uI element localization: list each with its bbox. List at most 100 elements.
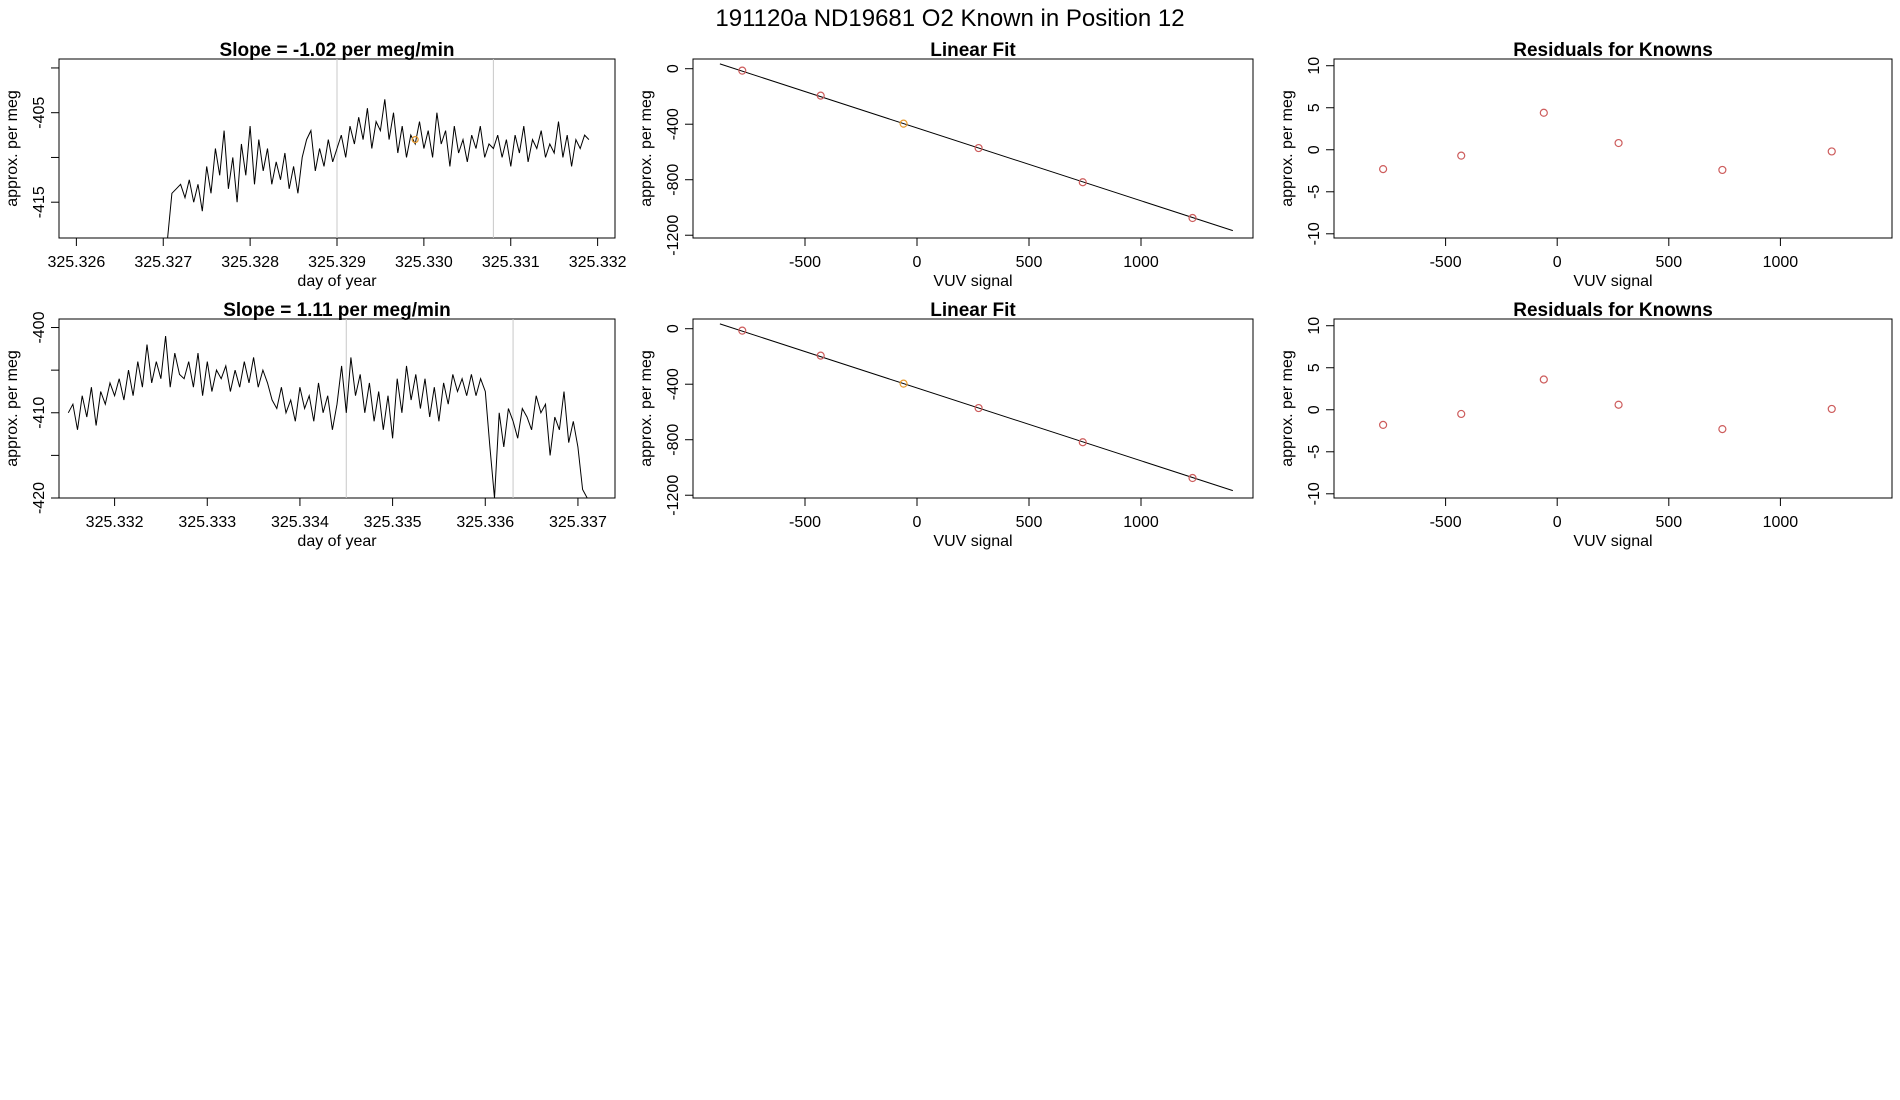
x-tick-label: 325.327 — [134, 254, 192, 271]
data-point — [1827, 147, 1836, 156]
data-point — [1379, 164, 1388, 174]
y-tick-label: -1200 — [665, 475, 682, 516]
x-axis-label: VUV signal — [933, 533, 1012, 550]
x-tick-label: 0 — [1553, 514, 1562, 531]
data-point — [899, 379, 908, 388]
x-tick-label: 500 — [1655, 514, 1682, 531]
y-tick-label: -10 — [1306, 222, 1323, 245]
x-axis-label: VUV signal — [1573, 533, 1652, 550]
x-axis-label: day of year — [297, 533, 377, 550]
panel-title: Linear Fit — [930, 40, 1016, 61]
x-tick-label: 325.330 — [395, 254, 453, 271]
data-point — [1078, 178, 1087, 187]
x-tick-label: -500 — [1430, 514, 1462, 531]
data-point — [738, 326, 747, 335]
fit-line — [719, 323, 1233, 492]
y-tick-label: -5 — [1306, 185, 1323, 199]
plot-frame — [692, 318, 1254, 499]
y-tick-label: -410 — [31, 397, 48, 429]
x-tick-label: 0 — [1553, 254, 1562, 271]
x-tick-label: 0 — [913, 514, 922, 531]
data-point — [1614, 138, 1623, 148]
series-line — [167, 99, 590, 238]
x-tick-label: 325.328 — [221, 254, 279, 271]
panel-6: Residuals for Knowns -500 0 500 1000 VUV sign… — [1279, 300, 1893, 550]
x-tick-label: 1000 — [1123, 254, 1159, 271]
y-tick-label: -10 — [1306, 482, 1323, 505]
y-tick-label: -405 — [31, 97, 48, 129]
y-tick-label: 10 — [1306, 57, 1323, 75]
data-point — [1539, 108, 1548, 117]
y-tick-label: -400 — [31, 311, 48, 343]
x-tick-label: 0 — [913, 254, 922, 271]
data-point — [1539, 375, 1548, 384]
plot-frame — [1333, 58, 1893, 239]
x-tick-label: 325.332 — [569, 254, 627, 271]
y-tick-label: -400 — [665, 108, 682, 140]
y-axis-label: approx. per meg — [1279, 350, 1296, 467]
y-axis-label: approx. per meg — [638, 350, 655, 467]
y-tick-label: -415 — [31, 186, 48, 218]
x-tick-label: 500 — [1655, 254, 1682, 271]
plot-frame — [58, 318, 616, 499]
panel-title: Slope = -1.02 per meg/min — [220, 40, 455, 61]
plot-area — [719, 323, 1233, 492]
y-tick-label: 10 — [1306, 317, 1323, 335]
x-tick-label: 325.335 — [364, 514, 422, 531]
plot-area — [1379, 108, 1836, 175]
y-axis-label: approx. per meg — [1279, 90, 1296, 207]
x-tick-label: -500 — [789, 254, 821, 271]
panel-5: Linear Fit -500 0 500 1000 VUV signal 0 -400 -80… — [638, 300, 1254, 550]
data-point — [974, 143, 983, 153]
x-tick-label: -500 — [789, 514, 821, 531]
data-point — [1718, 424, 1727, 434]
y-tick-label: 0 — [665, 324, 682, 333]
data-point — [1614, 400, 1623, 409]
data-point — [816, 351, 825, 360]
panel-3: Residuals for Knowns -500 0 500 1000 VUV sign… — [1279, 40, 1893, 290]
y-tick-label: -800 — [665, 164, 682, 196]
y-tick-label: -400 — [665, 368, 682, 400]
plot-area — [1379, 375, 1836, 434]
fit-line — [719, 63, 1233, 232]
plot-area — [67, 319, 592, 498]
panel-title: Slope = 1.11 per meg/min — [223, 300, 451, 321]
x-tick-label: 325.337 — [549, 514, 607, 531]
data-point — [816, 91, 825, 100]
x-tick-label: 325.329 — [308, 254, 366, 271]
data-point — [1457, 151, 1466, 160]
x-tick-label: 500 — [1016, 514, 1043, 531]
data-point — [899, 119, 908, 128]
data-point — [1078, 438, 1087, 447]
x-tick-label: 325.326 — [47, 254, 105, 271]
x-tick-label: 325.332 — [86, 514, 144, 531]
x-tick-label: 1000 — [1763, 254, 1799, 271]
y-tick-label: -1200 — [665, 215, 682, 256]
y-axis-label: approx. per meg — [638, 90, 655, 207]
panels: Slope = -1.02 per meg/min 325.326 325.327 3… — [4, 40, 1893, 550]
x-axis-label: day of year — [297, 273, 377, 290]
x-tick-label: -500 — [1430, 254, 1462, 271]
panel-2: Linear Fit -500 0 500 1000 VUV signal 0 -400 -80… — [638, 40, 1254, 290]
y-tick-label: 0 — [1306, 405, 1323, 414]
plot-area — [719, 63, 1233, 232]
y-tick-label: -5 — [1306, 445, 1323, 459]
x-axis-label: VUV signal — [1573, 273, 1652, 290]
plot-area — [167, 59, 590, 238]
x-tick-label: 1000 — [1763, 514, 1799, 531]
panel-title: Residuals for Knowns — [1513, 300, 1713, 321]
data-point — [1718, 165, 1727, 175]
x-tick-label: 325.334 — [271, 514, 329, 531]
data-point — [1457, 409, 1466, 419]
panel-4: Slope = 1.11 per meg/min 325.332 325.333 32… — [4, 300, 616, 550]
series-line — [67, 335, 592, 498]
data-point — [738, 66, 747, 75]
highlight-point — [411, 135, 419, 144]
x-tick-label: 325.333 — [178, 514, 236, 531]
page-title: 191120a ND19681 O2 Known in Position 12 — [715, 5, 1184, 32]
y-tick-label: -420 — [31, 482, 48, 514]
y-axis-label: approx. per meg — [4, 350, 21, 467]
plot-frame — [692, 58, 1254, 239]
y-tick-label: 0 — [1306, 145, 1323, 154]
